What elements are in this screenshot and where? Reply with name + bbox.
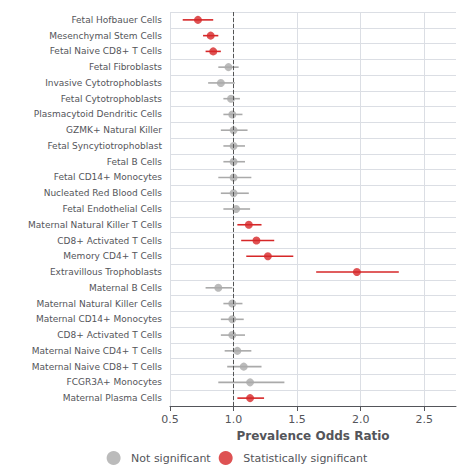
svg-text:Fetal Endothelial Cells: Fetal Endothelial Cells xyxy=(63,204,163,214)
svg-text:Fetal Fibroblasts: Fetal Fibroblasts xyxy=(89,62,162,72)
svg-text:1.5: 1.5 xyxy=(288,413,306,426)
svg-text:Fetal B Cells: Fetal B Cells xyxy=(107,157,162,167)
svg-text:Plasmacytoid Dendritic Cells: Plasmacytoid Dendritic Cells xyxy=(34,109,163,119)
svg-text:Not significant: Not significant xyxy=(131,452,211,465)
svg-text:FCGR3A+ Monocytes: FCGR3A+ Monocytes xyxy=(67,377,163,387)
svg-text:Fetal Naive CD8+ T Cells: Fetal Naive CD8+ T Cells xyxy=(50,46,163,56)
svg-text:Maternal Natural Killer T Cell: Maternal Natural Killer T Cells xyxy=(28,220,162,230)
svg-text:Nucleated Red Blood Cells: Nucleated Red Blood Cells xyxy=(44,188,163,198)
svg-text:Fetal Cytotrophoblasts: Fetal Cytotrophoblasts xyxy=(61,94,163,104)
svg-text:2.5: 2.5 xyxy=(415,413,433,426)
svg-text:Invasive Cytotrophoblasts: Invasive Cytotrophoblasts xyxy=(45,78,162,88)
svg-text:Prevalence Odds Ratio: Prevalence Odds Ratio xyxy=(236,429,389,443)
svg-text:Maternal B Cells: Maternal B Cells xyxy=(89,283,162,293)
svg-text:Maternal CD14+ Monocytes: Maternal CD14+ Monocytes xyxy=(36,314,162,324)
svg-text:Fetal Syncytiotrophoblast: Fetal Syncytiotrophoblast xyxy=(47,141,162,151)
svg-text:Fetal Hofbauer Cells: Fetal Hofbauer Cells xyxy=(71,15,162,25)
svg-text:GZMK+ Natural Killer: GZMK+ Natural Killer xyxy=(66,125,162,135)
svg-text:Extravillous Trophoblasts: Extravillous Trophoblasts xyxy=(50,267,162,277)
svg-text:Maternal Plasma Cells: Maternal Plasma Cells xyxy=(63,393,163,403)
svg-text:Memory CD4+ T Cells: Memory CD4+ T Cells xyxy=(63,251,162,261)
svg-text:Maternal Naive CD4+ T Cells: Maternal Naive CD4+ T Cells xyxy=(32,346,162,356)
svg-text:Maternal Naive CD8+ T Cells: Maternal Naive CD8+ T Cells xyxy=(32,362,162,372)
svg-text:0.5: 0.5 xyxy=(161,413,179,426)
svg-text:Maternal Natural Killer Cells: Maternal Natural Killer Cells xyxy=(36,299,162,309)
svg-text:1.0: 1.0 xyxy=(225,413,243,426)
svg-text:Statistically significant: Statistically significant xyxy=(243,452,368,465)
svg-text:CD8+ Activated T Cells: CD8+ Activated T Cells xyxy=(57,236,162,246)
svg-text:Mesenchymal Stem Cells: Mesenchymal Stem Cells xyxy=(49,31,162,41)
svg-text:Fetal CD14+ Monocytes: Fetal CD14+ Monocytes xyxy=(54,172,163,182)
svg-text:2.0: 2.0 xyxy=(352,413,370,426)
svg-text:CD8+ Activated T Cells: CD8+ Activated T Cells xyxy=(57,330,162,340)
